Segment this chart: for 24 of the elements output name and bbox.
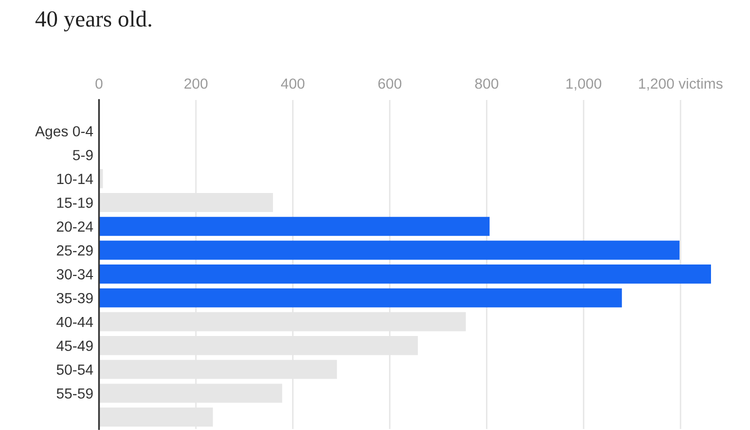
y-tick-label: 50-54 [56,364,94,375]
bar [99,240,680,260]
y-tick-label: 45-49 [56,340,93,351]
x-tick-label: 0 [96,78,102,89]
y-tick-label: 40-44 [56,316,94,328]
x-tick-label: 800 [475,78,498,89]
y-tick-label: 25-29 [56,245,93,256]
y-tick-label: 15-19 [57,198,93,208]
chart-title: 40 years old. [35,10,152,32]
x-tick-label: 1,200 victims [639,78,723,91]
y-tick-label: 10-14 [57,174,94,184]
x-tick-label: 600 [378,78,402,89]
y-tick-label: 35-39 [56,292,93,304]
y-tick-label: 55-59 [56,388,93,399]
y-tick-label: Ages 0-4 [35,126,94,140]
y-tick-label: 30-34 [56,269,94,280]
x-tick-label: 200 [184,78,208,89]
bar [99,288,622,308]
x-tick-label: 400 [281,78,304,89]
y-tick-label: 20-24 [56,221,94,232]
bar [99,216,490,236]
x-tick-label: 1,000 [566,78,602,91]
y-tick-label: 5-9 [72,150,93,160]
bar [99,264,712,284]
